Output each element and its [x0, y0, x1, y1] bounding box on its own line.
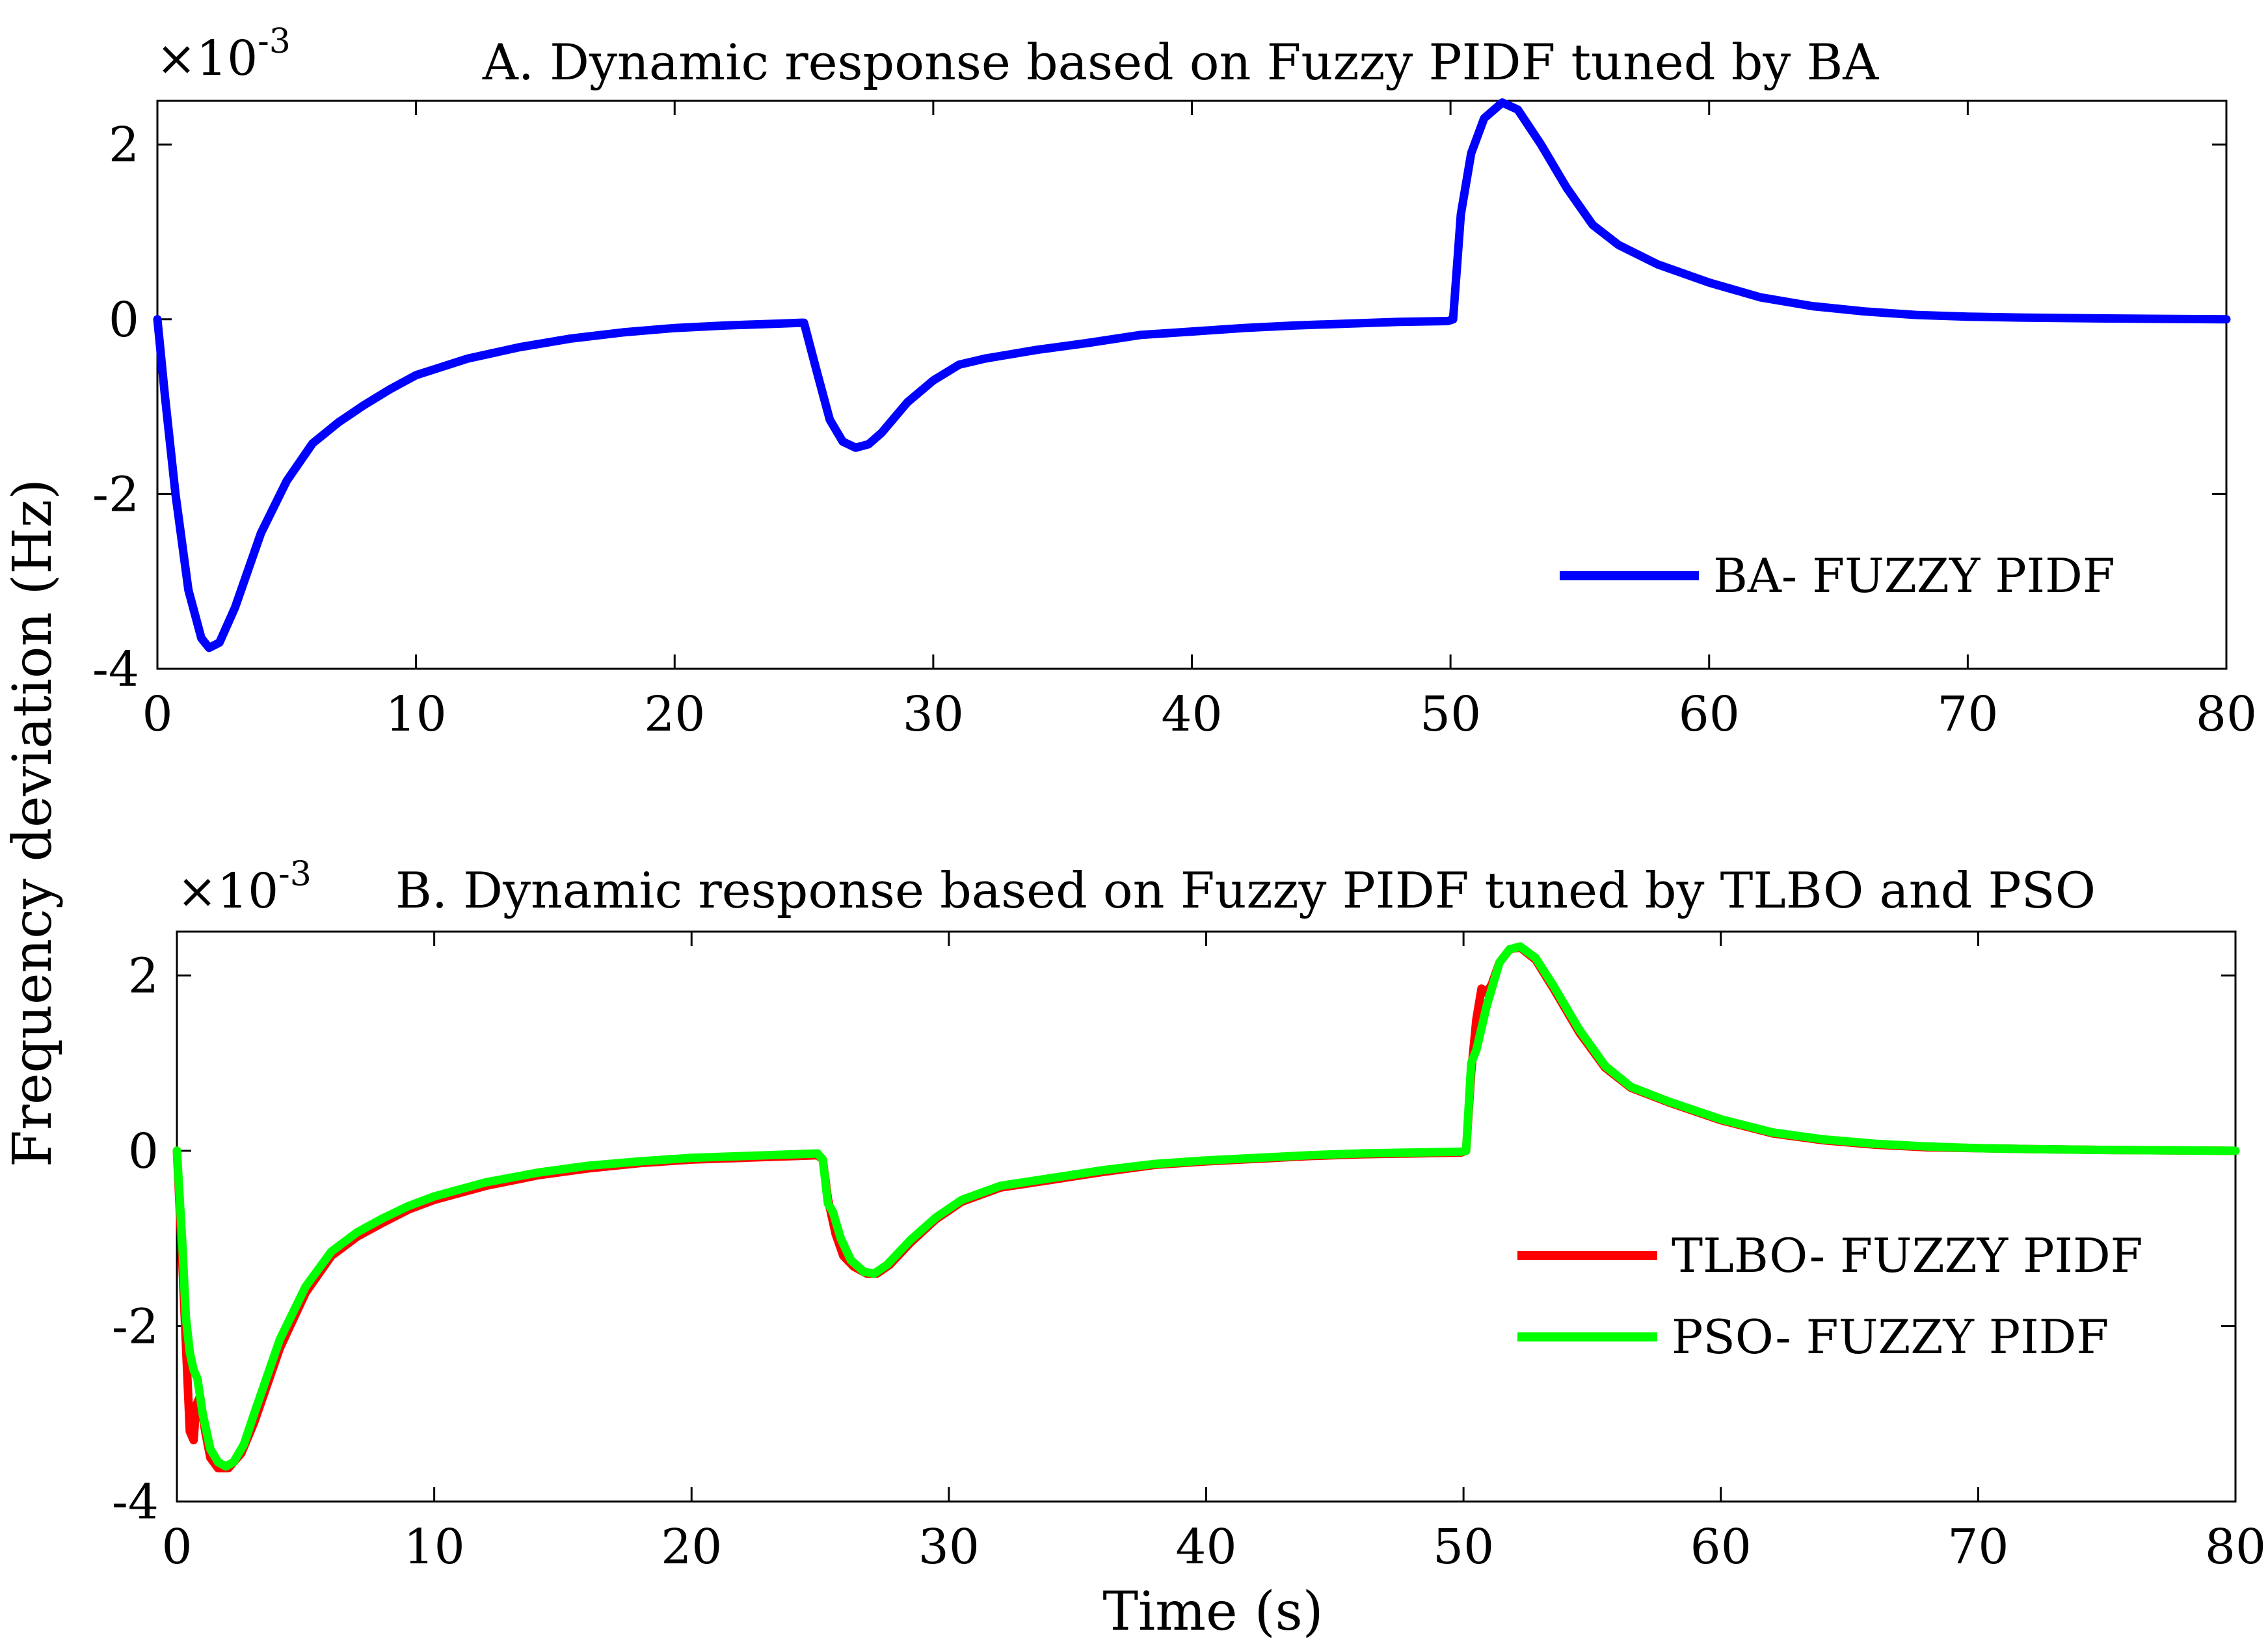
panel-b-x-tick-label: 70: [1947, 1519, 2008, 1575]
panel-b-y-tick-label: -4: [112, 1474, 159, 1530]
panel-b-x-tick-label: 0: [161, 1519, 192, 1575]
panel-a-x-tick-label: 70: [1937, 686, 1998, 742]
panel-a-x-tick-label: 30: [903, 686, 964, 742]
y-axis-label: Frequency deviation (Hz): [2, 479, 64, 1167]
panel-a-y-tick-label: -4: [92, 641, 139, 697]
panel-b-plot-area: 0 10 20 30 40 50 60 70 80 -4 -2 0 2 TLBO- FUZZY PIDF P…: [112, 930, 2266, 1575]
panel-b-y-tick-label: 0: [128, 1124, 159, 1179]
panel-a: A. Dynamic response based on Fuzzy PIDF …: [92, 22, 2257, 742]
panel-a-scale: ×10-3: [156, 22, 291, 87]
panel-a-x-tick-label: 0: [142, 686, 172, 742]
panel-b-x-tick-label: 40: [1175, 1519, 1236, 1575]
panel-b-x-tick-label: 50: [1433, 1519, 1494, 1575]
panel-a-y-tick-label: 0: [109, 292, 139, 348]
panel-b-x-tick-label: 80: [2205, 1519, 2266, 1575]
panel-b-scale-exp: -3: [278, 855, 312, 894]
panel-a-x-tick-label: 20: [644, 686, 705, 742]
panel-a-x-tick-label: 10: [386, 686, 447, 742]
panel-b-scale-base: ×10: [177, 863, 278, 919]
panel-b-x-tick-label: 60: [1690, 1519, 1752, 1575]
panel-b-legend-label-tlbo: TLBO- FUZZY PIDF: [1672, 1228, 2143, 1283]
panel-b-scale: ×10-3: [177, 855, 312, 919]
x-axis-label: Time (s): [1102, 1581, 1323, 1643]
panel-a-x-tick-label: 60: [1679, 686, 1740, 742]
panel-a-scale-base: ×10: [156, 31, 258, 87]
panel-b: B. Dynamic response based on Fuzzy PIDF …: [112, 855, 2266, 1575]
panel-a-x-tick-label: 80: [2196, 686, 2257, 742]
panel-b-title: B. Dynamic response based on Fuzzy PIDF …: [395, 861, 2096, 919]
panel-a-series-line-ba: [153, 98, 2231, 653]
panel-b-axes-box: [176, 930, 2237, 1503]
panel-b-y-tick-label: -2: [112, 1299, 159, 1354]
panel-a-scale-exp: -3: [258, 22, 291, 61]
panel-a-y-tick-label: -2: [92, 466, 139, 522]
panel-a-plot-area: 0 10 20 30 40 50 60 70 80 -4 -2 0 2 BA- FUZZY PIDF: [92, 98, 2257, 742]
panel-b-y-tick-label: 2: [128, 948, 159, 1004]
panel-b-series-line-pso: [172, 942, 2240, 1471]
panel-a-x-tick-label: 40: [1161, 686, 1222, 742]
panel-a-y-tick-label: 2: [109, 117, 139, 173]
panel-b-x-tick-label: 30: [918, 1519, 980, 1575]
panel-a-x-tick-label: 50: [1420, 686, 1481, 742]
panel-b-legend-label-pso: PSO- FUZZY PIDF: [1672, 1310, 2109, 1364]
panel-b-x-tick-label: 20: [661, 1519, 722, 1575]
panel-b-x-tick-label: 10: [404, 1519, 465, 1575]
panel-b-series-line-tlbo: [172, 943, 2240, 1473]
panel-a-legend-label-ba: BA- FUZZY PIDF: [1713, 548, 2115, 603]
panel-a-title: A. Dynamic response based on Fuzzy PIDF …: [482, 33, 1879, 91]
